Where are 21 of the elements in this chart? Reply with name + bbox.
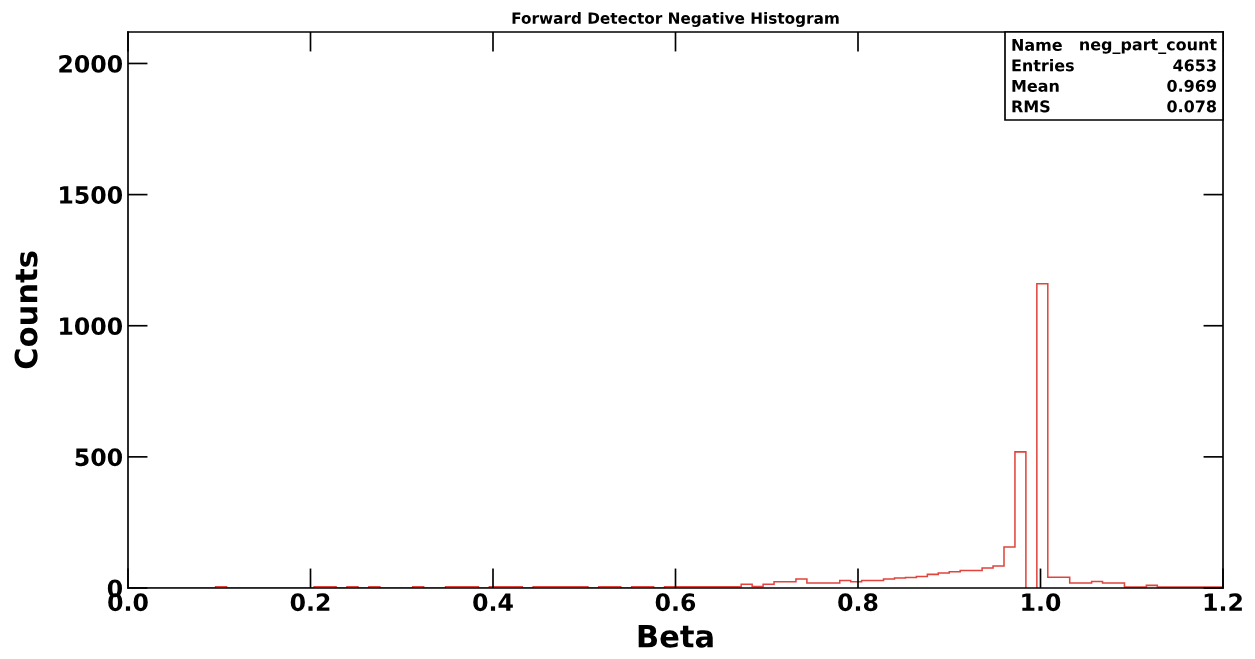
y-tick-label: 500: [75, 448, 123, 467]
annotation: Entries: [1012, 59, 1074, 72]
annotation: 0.078: [1167, 100, 1217, 113]
x-axis-title: Beta: [638, 624, 713, 648]
y-tick-label: 1000: [60, 317, 123, 336]
x-tick-label: 0.2: [290, 593, 330, 612]
annotation: Name: [1012, 39, 1062, 51]
annotation: 0.969: [1167, 79, 1216, 92]
x-tick-label: 0.6: [655, 593, 696, 612]
x-tick-label: 1.2: [1204, 593, 1242, 611]
x-tick-label: 0.8: [838, 593, 878, 612]
annotation: RMS: [1012, 100, 1050, 113]
chart-title: Forward Detector Negative Histogram: [512, 12, 839, 27]
annotation: neg_part_count: [1080, 39, 1217, 54]
y-tick-label: 1500: [60, 186, 123, 204]
y-tick-label: 2000: [59, 54, 123, 73]
x-tick-label: 1.0: [1022, 593, 1061, 612]
annotation: Mean: [1012, 80, 1059, 92]
y-axis-title: Counts: [14, 251, 38, 369]
x-tick-label: 0.4: [473, 593, 513, 612]
annotation: 4653: [1173, 59, 1216, 72]
